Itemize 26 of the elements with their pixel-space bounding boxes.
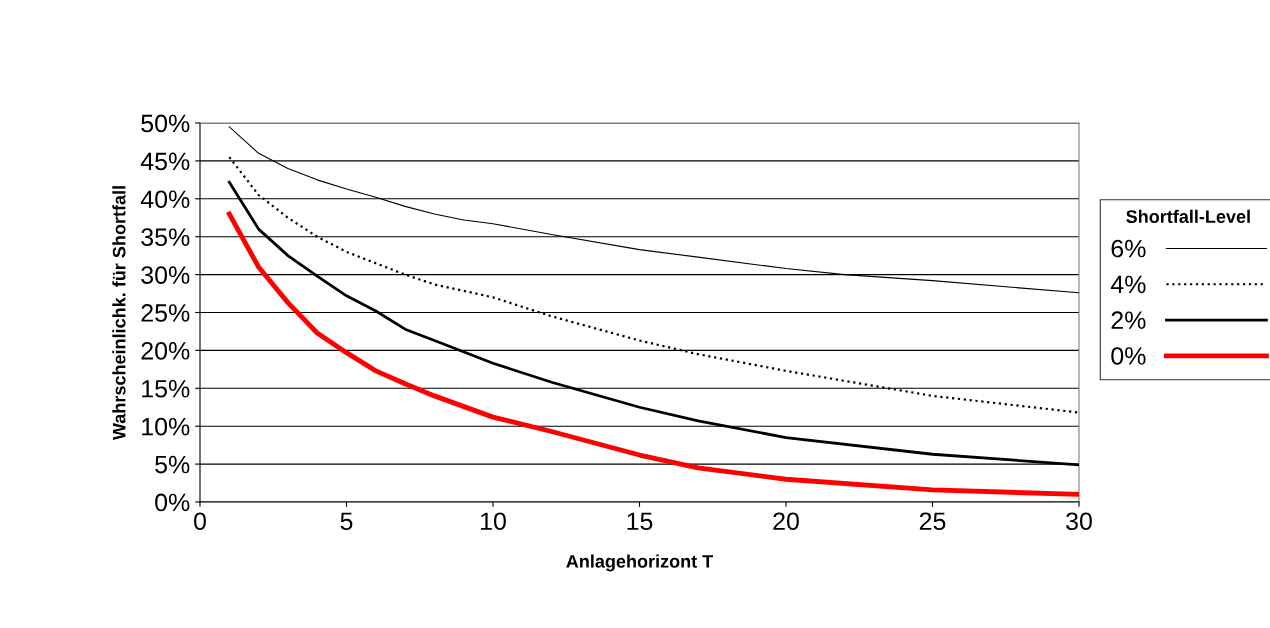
y-tick-label: 30%	[141, 266, 190, 284]
x-tick-label: 0	[194, 512, 206, 531]
legend-label: 0%	[1111, 347, 1146, 365]
y-axis-title: Wahrscheinlichk. für Shortfall	[112, 186, 126, 441]
y-tick-label: 50%	[141, 114, 190, 133]
y-tick-label: 35%	[141, 228, 190, 246]
y-tick-label: 45%	[140, 152, 190, 171]
legend-label: 6%	[1111, 239, 1146, 258]
x-tick-label: 20	[773, 512, 799, 531]
y-tick-label: 0%	[155, 493, 190, 512]
x-tick-label: 5	[340, 512, 353, 531]
x-tick-label: 30	[1066, 512, 1092, 531]
legend-label: 2%	[1111, 311, 1146, 329]
x-tick-label: 10	[481, 512, 506, 531]
x-tick-label: 25	[919, 512, 946, 531]
line-series	[226, 211, 1079, 497]
y-tick-label: 20%	[141, 342, 190, 360]
y-tick-label: 40%	[140, 190, 190, 209]
x-tick-label: 15	[627, 512, 653, 531]
x-axis-title: Anlagehorizont T	[566, 554, 714, 572]
y-tick-label: 5%	[155, 455, 190, 474]
legend-title: Shortfall-Level	[1126, 209, 1250, 223]
legend-label: 4%	[1110, 275, 1146, 294]
y-tick-label: 10%	[142, 417, 190, 436]
y-tick-label: 25%	[141, 304, 190, 322]
y-tick-label: 15%	[142, 380, 190, 398]
